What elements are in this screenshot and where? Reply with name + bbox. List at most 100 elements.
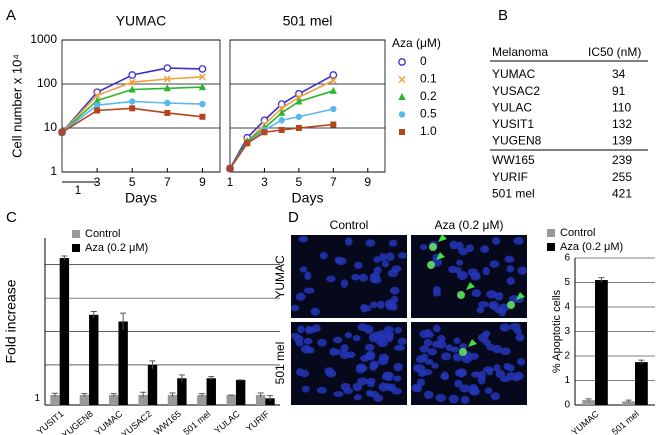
marker — [198, 83, 207, 91]
nucleus — [343, 387, 354, 395]
marker — [227, 165, 233, 172]
error-bar — [51, 392, 58, 397]
marker — [93, 101, 101, 109]
error-bar — [625, 399, 632, 403]
table-cell: YUSAC2 — [492, 84, 540, 98]
nucleus — [352, 382, 363, 392]
y-tick-label: 3 — [564, 326, 570, 337]
nucleus — [454, 379, 463, 388]
nucleus — [394, 326, 402, 334]
nucleus — [353, 394, 362, 401]
marker — [295, 97, 303, 105]
nucleus — [476, 306, 485, 314]
nucleus — [354, 261, 363, 269]
y-tick-label: 2 — [564, 351, 570, 362]
nucleus — [482, 330, 491, 337]
marker — [330, 121, 337, 128]
panel-label: C — [6, 209, 17, 226]
bar — [255, 394, 266, 405]
y-tick-label: 1 — [34, 393, 40, 404]
bar — [595, 280, 608, 405]
series-line — [61, 107, 203, 133]
x-tick-label: 9 — [199, 175, 206, 189]
nucleus — [456, 259, 464, 266]
x-axis-label: Days — [125, 190, 157, 206]
table-cell: WW165 — [492, 153, 535, 167]
nucleus — [504, 255, 515, 263]
marker — [164, 99, 171, 107]
error-bar — [585, 398, 592, 402]
nucleus — [435, 393, 447, 403]
legend-label: Aza (0.2 μM) — [560, 241, 623, 253]
error-bar — [198, 393, 205, 397]
nucleus — [441, 352, 452, 361]
nucleus — [515, 333, 525, 342]
marker — [94, 107, 101, 114]
plot-frame — [229, 39, 386, 173]
nucleus — [378, 253, 388, 262]
panel-label: B — [498, 7, 508, 24]
nucleus — [358, 273, 369, 282]
nucleus — [506, 265, 515, 273]
nucleus — [299, 266, 308, 273]
marker — [129, 98, 136, 105]
y-tick-label: 0 — [564, 400, 570, 411]
nucleus — [466, 244, 474, 253]
nucleus — [452, 353, 463, 362]
nucleus — [449, 240, 458, 250]
table-header: Melanoma — [492, 45, 548, 59]
nucleus — [340, 279, 349, 288]
nucleus — [477, 301, 489, 308]
x-tick-label: 501 mel — [181, 409, 212, 435]
nucleus — [381, 260, 390, 268]
nucleus — [295, 340, 304, 347]
nucleus — [319, 251, 328, 260]
nucleus — [377, 300, 385, 310]
nucleus — [332, 348, 342, 356]
nucleus — [436, 340, 447, 349]
x-tick-label: YUSAC2 — [120, 409, 154, 435]
y-tick-label: 1 — [50, 164, 57, 178]
row-label: 501 mel — [273, 342, 287, 385]
nucleus — [334, 256, 344, 264]
nucleus — [298, 235, 308, 243]
nucleus — [373, 394, 384, 403]
nucleus — [455, 369, 463, 377]
nucleus — [386, 252, 395, 261]
nucleus — [333, 391, 344, 398]
bar — [265, 398, 275, 405]
table-cell: 110 — [612, 100, 631, 114]
bar — [177, 378, 187, 405]
marker — [277, 100, 286, 108]
bar — [89, 314, 99, 405]
marker — [163, 84, 171, 92]
nucleus — [419, 244, 428, 251]
marker — [329, 71, 338, 79]
nucleus — [453, 337, 461, 344]
table-cell: YUMAC — [492, 67, 536, 81]
bar — [206, 378, 216, 405]
apoptotic-cell — [427, 261, 435, 269]
x-tick-label: 5 — [129, 175, 136, 189]
marker — [59, 129, 65, 136]
marker — [330, 105, 337, 113]
nucleus — [456, 271, 468, 280]
nucleus — [431, 362, 439, 369]
error-bar — [90, 310, 97, 319]
nucleus — [303, 337, 313, 345]
nucleus — [482, 267, 490, 276]
x-tick-label: 5 — [296, 175, 303, 189]
nucleus — [300, 344, 312, 354]
bar — [235, 379, 246, 405]
nucleus — [384, 383, 393, 391]
x-tick-label: 7 — [330, 175, 337, 189]
bar — [582, 400, 595, 405]
table-cell: 421 — [612, 186, 632, 200]
marker — [129, 105, 136, 112]
marker — [198, 65, 207, 73]
nucleus — [517, 266, 528, 275]
bar — [79, 394, 90, 405]
error-bar — [257, 392, 264, 397]
table-cell: YULAC — [492, 100, 532, 114]
nucleus — [384, 299, 396, 309]
